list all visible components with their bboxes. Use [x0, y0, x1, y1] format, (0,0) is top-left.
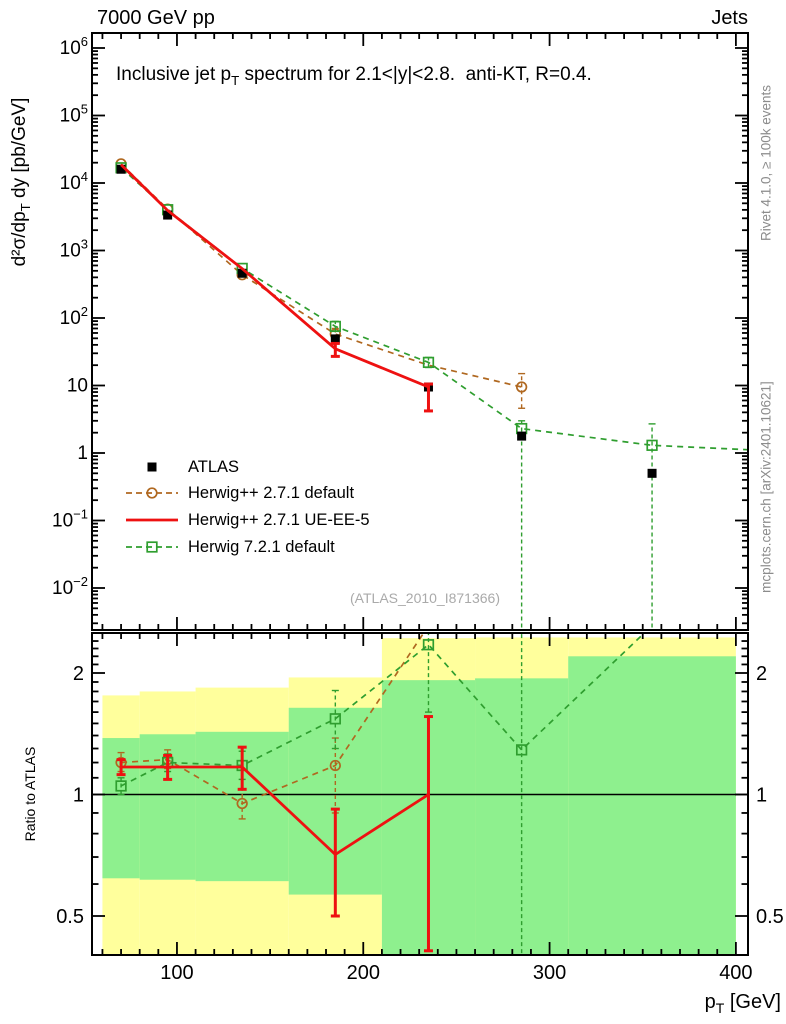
svg-text:1: 1 [73, 785, 84, 807]
x-axis-label: pT [GeV] [704, 991, 781, 1016]
legend-item-herwigpp-default: Herwig++ 2.7.1 default [124, 484, 354, 502]
svg-text:10: 10 [67, 376, 88, 397]
svg-text:400: 400 [719, 962, 752, 984]
legend-marker-atlas [147, 462, 157, 472]
analysis-id-watermark: (ATLAS_2010_I871366) [350, 590, 500, 606]
svg-text:2: 2 [73, 663, 84, 685]
mcplots-credit-label: mcplots.cern.ch [arXiv:2401.10621] [758, 381, 774, 593]
legend-marker-herwig7-default [126, 541, 178, 553]
process-label: Jets [711, 7, 748, 29]
plot-title: Inclusive jet pT spectrum for 2.1<|y|<2.… [116, 64, 592, 88]
svg-text:0.5: 0.5 [756, 906, 784, 928]
legend-marker-herwigpp-ueee5 [126, 518, 178, 522]
legend-item-herwigpp-ueee5: Herwig++ 2.7.1 UE-EE-5 [124, 511, 370, 529]
svg-text:1: 1 [756, 785, 767, 807]
legend-marker-herwigpp-default [126, 487, 178, 499]
svg-text:105: 105 [60, 102, 88, 127]
svg-text:10−1: 10−1 [52, 507, 88, 532]
svg-text:103: 103 [60, 237, 88, 262]
beam-energy-label: 7000 GeV pp [97, 7, 215, 29]
ratio-axis-label: Ratio to ATLAS [22, 746, 38, 842]
svg-text:102: 102 [60, 304, 88, 329]
svg-text:300: 300 [533, 962, 566, 984]
legend-item-herwig7-default: Herwig 7.2.1 default [124, 538, 335, 556]
legend-item-atlas: ATLAS [124, 458, 239, 476]
y-axis-label: d²σ/dpT dy [pb/GeV] [9, 97, 33, 267]
rivet-version-label: Rivet 4.1.0, ≥ 100k events [758, 85, 774, 241]
svg-text:104: 104 [60, 169, 88, 194]
svg-text:10−2: 10−2 [52, 574, 88, 599]
svg-text:100: 100 [160, 962, 193, 984]
svg-text:2: 2 [756, 663, 767, 685]
svg-text:106: 106 [60, 34, 88, 59]
svg-text:1: 1 [77, 443, 88, 464]
svg-text:200: 200 [347, 962, 380, 984]
svg-text:0.5: 0.5 [56, 906, 84, 928]
